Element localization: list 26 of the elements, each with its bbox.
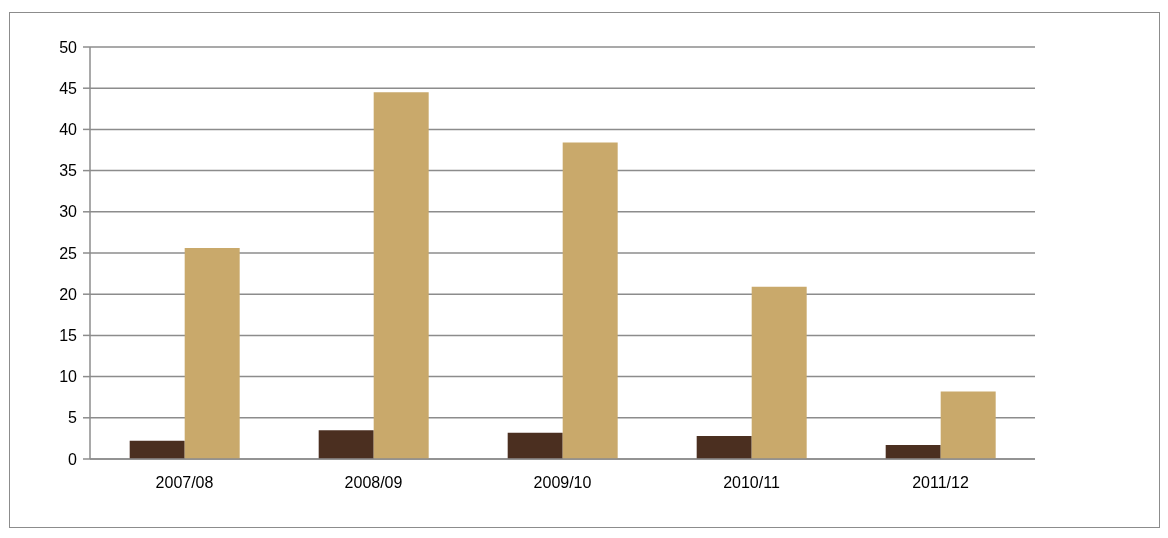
x-tick-label: 2010/11 (723, 474, 780, 492)
y-tick-label: 25 (59, 244, 78, 262)
bar (562, 142, 618, 459)
bar (184, 248, 240, 459)
y-tick-label: 20 (59, 285, 78, 303)
y-tick-label: 40 (59, 121, 78, 139)
x-tick-label: 2008/09 (344, 474, 403, 492)
bar (318, 430, 374, 459)
y-tick-label: 50 (59, 38, 78, 56)
y-tick-label: 30 (59, 203, 78, 221)
x-tick-label: 2009/10 (533, 474, 592, 492)
bar (940, 391, 996, 459)
y-tick-label: 10 (59, 368, 78, 386)
y-tick-label: 5 (68, 409, 78, 427)
y-tick-label: 45 (59, 79, 78, 97)
bar (885, 444, 941, 459)
y-tick-label: 35 (59, 162, 78, 180)
bar (696, 435, 752, 459)
bar (129, 440, 185, 459)
x-tick-label: 2011/12 (912, 474, 969, 492)
x-tick-label: 2007/08 (155, 474, 214, 492)
bar (507, 432, 563, 459)
bar (373, 92, 429, 459)
bar (751, 286, 807, 459)
y-tick-label: 0 (68, 450, 78, 468)
y-tick-label: 15 (59, 327, 78, 345)
